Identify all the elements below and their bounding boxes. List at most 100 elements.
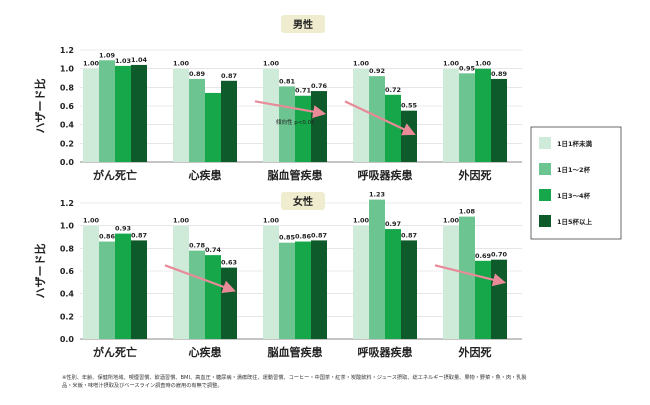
bar	[401, 110, 417, 162]
bar	[83, 225, 99, 339]
category-label: がん死亡	[93, 345, 137, 359]
data-label: 0.87	[221, 72, 237, 80]
bar	[131, 64, 147, 162]
category-label: 外因死	[458, 168, 492, 182]
y-tick-label: 1.0	[60, 222, 75, 231]
legend-label: 1日3～4杯	[557, 191, 591, 200]
bar	[295, 241, 311, 339]
data-label: 0.89	[189, 70, 206, 78]
bar	[491, 78, 507, 162]
bar	[369, 76, 385, 162]
data-label: 1.00	[173, 217, 190, 225]
bar	[131, 240, 147, 339]
y-tick-label: 0.0	[60, 335, 75, 344]
y-tick-label: 0.2	[60, 139, 74, 148]
bar	[115, 65, 131, 162]
category-label: 呼吸器疾患	[358, 345, 413, 359]
panel-title-badge	[281, 192, 325, 210]
data-label: 0.85	[279, 234, 296, 242]
bar	[311, 240, 327, 339]
bar	[353, 225, 369, 339]
data-label: 1.00	[173, 60, 190, 68]
data-label: 0.55	[401, 102, 418, 110]
trend-arrow	[164, 264, 236, 294]
legend-label: 1日5杯以上	[557, 217, 593, 226]
y-tick-label: 1.0	[60, 65, 75, 74]
bar	[295, 95, 311, 162]
bar	[205, 92, 221, 162]
trend-annotation: 傾向性 p<0.05	[276, 118, 315, 126]
panel-title: 男性	[293, 18, 313, 31]
y-tick-label: 1.2	[60, 46, 74, 55]
data-label: 0.70	[491, 251, 508, 259]
data-label: 1.00	[263, 217, 280, 225]
category-label: 心疾患	[189, 168, 222, 182]
data-label: 1.09	[99, 51, 116, 59]
data-label: 0.97	[385, 220, 401, 228]
category-label: 心疾患	[189, 345, 222, 359]
bar	[385, 94, 401, 162]
data-label: 1.04	[131, 56, 148, 64]
data-label: 0.78	[189, 242, 206, 250]
data-label: 0.76	[311, 82, 328, 90]
panel-title-badge	[281, 15, 325, 33]
data-label: 1.00	[353, 217, 370, 225]
y-tick-label: 0.2	[60, 312, 74, 321]
bar	[443, 225, 459, 339]
bar	[369, 199, 385, 339]
bar	[99, 60, 115, 163]
data-label: 1.00	[83, 60, 100, 68]
data-label: 0.93	[115, 225, 131, 233]
bar	[353, 68, 369, 162]
data-label: 0.69	[475, 252, 492, 260]
y-tick-label: 0.0	[60, 158, 75, 167]
data-label: 1.00	[475, 60, 492, 68]
bar	[173, 225, 189, 339]
bar	[443, 68, 459, 162]
legend-label: 1日1杯未満	[557, 139, 593, 148]
y-tick-label: 1.2	[60, 199, 74, 208]
y-tick-label: 0.6	[60, 102, 75, 111]
data-label: 1.08	[459, 208, 476, 216]
data-label: 0.87	[311, 231, 327, 239]
bar	[173, 68, 189, 162]
bar	[115, 233, 131, 339]
y-axis-label: ハザード比	[33, 79, 47, 134]
data-label: 0.89	[491, 70, 508, 78]
data-label: 0.87	[401, 231, 417, 239]
legend-swatch	[539, 163, 551, 175]
data-label: 0.86	[295, 233, 312, 241]
bar	[459, 216, 475, 339]
legend-swatch	[539, 189, 551, 201]
bar	[189, 78, 205, 162]
data-label: 0.86	[99, 233, 116, 241]
data-label: 0.71	[295, 87, 312, 95]
data-label: 1.00	[353, 60, 370, 68]
category-label: 呼吸器疾患	[358, 168, 413, 182]
y-tick-label: 0.4	[60, 290, 75, 299]
trend-arrow	[344, 100, 416, 136]
data-label: 0.74	[205, 246, 222, 254]
bar	[475, 260, 491, 339]
data-label: 1.23	[369, 191, 385, 199]
category-label: 脳血管疾患	[268, 345, 323, 359]
y-tick-label: 0.6	[60, 267, 75, 276]
category-label: 外因死	[458, 345, 492, 359]
bar	[189, 250, 205, 339]
trend-arrow	[434, 264, 507, 287]
bar	[491, 259, 507, 339]
data-label: 1.00	[263, 60, 280, 68]
data-label: 0.63	[221, 259, 237, 267]
bar	[385, 229, 401, 339]
category-label: 脳血管疾患	[268, 168, 323, 182]
trend-arrow	[254, 100, 327, 119]
bar	[83, 68, 99, 162]
bar	[279, 242, 295, 339]
data-label: 0.92	[369, 67, 385, 75]
bar	[263, 68, 279, 162]
panel-title: 女性	[293, 195, 313, 208]
data-label: 0.87	[131, 231, 147, 239]
data-label: 1.00	[83, 217, 100, 225]
bar	[311, 91, 327, 162]
legend-swatch	[539, 215, 551, 227]
